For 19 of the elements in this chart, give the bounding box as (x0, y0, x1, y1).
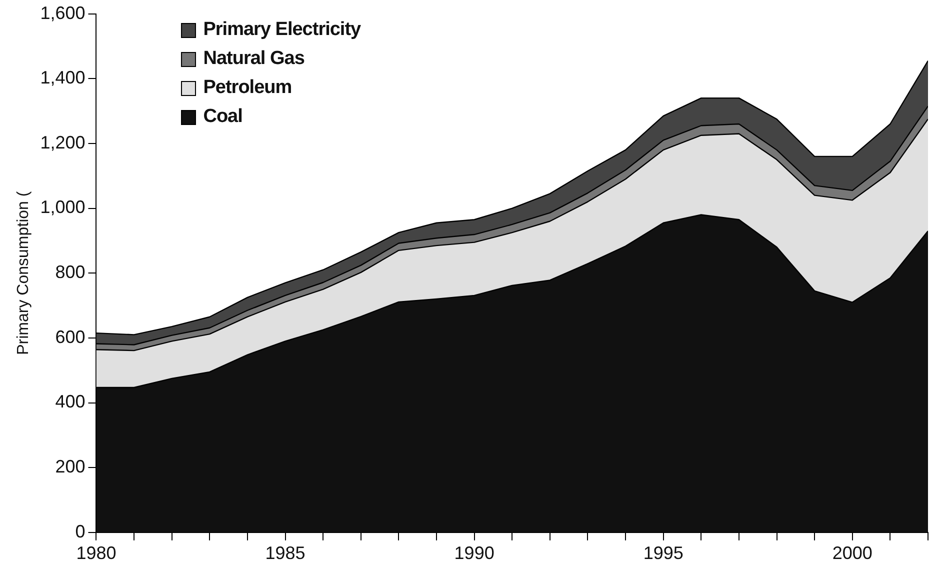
y-tick-label: 200 (55, 456, 86, 477)
y-tick-label: 400 (55, 392, 86, 412)
legend-label: Petroleum (203, 77, 292, 100)
legend-label: Natural Gas (203, 48, 304, 70)
x-tick-label: 1990 (454, 543, 494, 564)
legend-label: Coal (203, 106, 242, 128)
x-tick-label: 1980 (76, 543, 116, 564)
x-tick-label: 1985 (265, 543, 306, 564)
x-tick-label: 2000 (832, 543, 872, 564)
y-tick-label: 1,600 (40, 2, 86, 23)
legend-label: Primary Electricity (203, 19, 361, 42)
y-tick-label: 1,400 (40, 68, 86, 88)
y-tick-label: 0 (75, 521, 86, 542)
y-axis-title: Primary Consumption ( (15, 190, 32, 355)
y-tick-label: 1,000 (40, 197, 86, 218)
y-tick-label: 1,200 (40, 132, 86, 152)
x-tick-label: 1995 (643, 543, 684, 564)
y-tick-label: 600 (55, 326, 86, 347)
y-tick-label: 800 (55, 262, 86, 282)
